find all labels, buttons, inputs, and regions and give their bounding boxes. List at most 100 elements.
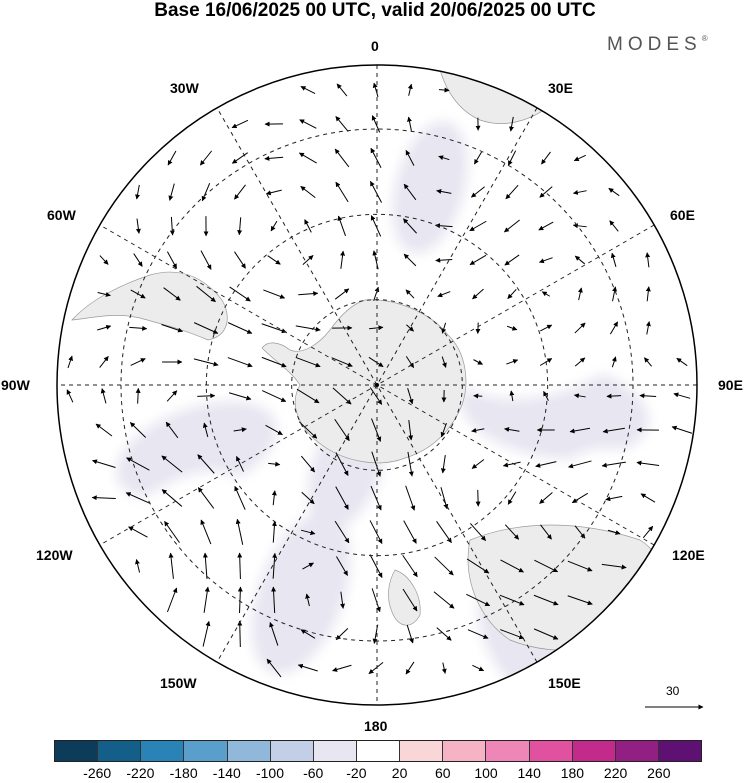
wind-vector [369, 180, 383, 203]
wind-vector [607, 529, 621, 535]
wind-vector [371, 451, 382, 477]
wind-vector [502, 461, 521, 468]
wind-vector [168, 183, 175, 201]
wind-vector [573, 154, 586, 162]
wind-vector [505, 184, 519, 200]
colorbar [54, 740, 702, 762]
wind-vector [301, 491, 315, 505]
wind-vector [371, 418, 382, 442]
south-america-land [71, 271, 228, 341]
wind-vector [473, 393, 483, 399]
wind-vector [571, 492, 588, 504]
wind-vector [504, 254, 520, 266]
wind-vector [197, 393, 216, 399]
wind-vector [95, 423, 113, 437]
map-title: Base 16/06/2025 00 UTC, valid 20/06/2025… [154, 0, 596, 21]
wind-vector [371, 115, 381, 133]
colorbar-tick-label: -100 [255, 765, 285, 781]
new-zealand-land [388, 569, 421, 626]
wind-vector [469, 220, 487, 232]
wind-vector [305, 593, 311, 607]
wind-vector [403, 520, 417, 544]
wind-vector [235, 518, 244, 545]
wind-vector [268, 461, 281, 467]
graticule [57, 65, 697, 705]
wind-vector [227, 357, 253, 368]
wind-vector [129, 422, 147, 438]
wind-vector [262, 390, 287, 402]
wind-vector [601, 563, 627, 570]
wind-vector [539, 186, 553, 198]
wind-vector [602, 427, 625, 434]
wind-vector [403, 183, 417, 201]
wind-vector [574, 357, 586, 367]
wind-vector [636, 460, 660, 467]
wind-vector [165, 421, 179, 439]
wind-vector [368, 356, 384, 368]
wind-vector [299, 119, 317, 129]
wind-vectors [66, 82, 693, 678]
wind-vector [300, 86, 316, 94]
wind-vector [335, 116, 349, 132]
lon-label-0: 0 [371, 38, 379, 54]
anomaly-contour [508, 120, 603, 225]
wind-vector [438, 87, 450, 93]
wind-vector [130, 358, 146, 366]
wind-vector [540, 324, 553, 332]
wind-vector [67, 355, 73, 369]
wind-vector [336, 556, 348, 576]
wind-vector [673, 392, 691, 399]
colorbar-tick-label: -20 [346, 765, 367, 781]
wind-vector [405, 149, 415, 166]
wind-vector [370, 485, 382, 511]
wind-vector [91, 495, 116, 501]
wind-vector [336, 83, 348, 97]
wind-vector [298, 152, 317, 164]
wind-vector [167, 150, 177, 166]
wind-vector [408, 419, 414, 441]
lon-label-30e: 30E [548, 80, 573, 96]
lon-label-120w: 120W [36, 547, 73, 563]
wind-vector [163, 287, 181, 301]
wind-vector [466, 558, 490, 574]
wind-vector [509, 390, 515, 402]
wind-vector [237, 552, 243, 580]
wind-vector [569, 427, 591, 434]
wind-vector [370, 215, 382, 237]
wind-vector [642, 525, 654, 539]
lon-label-150w: 150W [160, 675, 197, 691]
wind-vector [504, 427, 520, 432]
wind-vector [161, 489, 183, 507]
wind-vector [567, 595, 593, 606]
wind-vector [99, 255, 109, 265]
wind-vector [265, 424, 283, 436]
wind-vector [128, 526, 148, 538]
wind-vector [406, 624, 414, 644]
wind-vector [135, 387, 141, 404]
wind-vector [572, 189, 587, 195]
wind-vector [135, 218, 141, 234]
wind-vector [300, 455, 316, 473]
wind-vector [499, 594, 525, 606]
wind-vector [261, 323, 287, 334]
wind-vector [500, 629, 525, 640]
colorbar-tick-label: 260 [647, 765, 671, 781]
wind-vector [611, 356, 617, 368]
wind-vector [266, 658, 282, 678]
brand-mark: ® [701, 34, 708, 43]
lon-label-90w: 90W [1, 377, 30, 393]
brand-logo: MODES® [607, 34, 708, 56]
wind-vector [334, 288, 350, 300]
colorbar-segment [227, 741, 271, 761]
wind-vector [237, 217, 243, 236]
wind-vector [193, 322, 219, 334]
wind-vector [567, 560, 593, 572]
wind-vector [541, 151, 551, 165]
wind-vector [503, 219, 520, 233]
wind-vector [199, 150, 213, 166]
wind-vector [612, 286, 618, 302]
wind-vector [441, 356, 447, 368]
colorbar-segment [658, 741, 702, 761]
wind-vector [402, 554, 418, 578]
wind-vector [440, 422, 447, 438]
